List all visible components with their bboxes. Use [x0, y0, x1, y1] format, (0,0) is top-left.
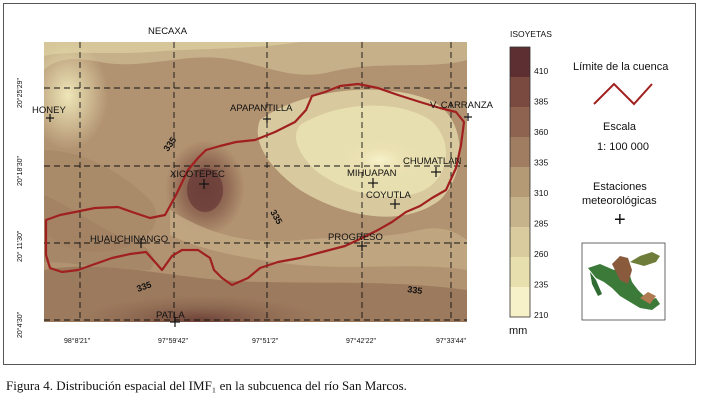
latitude-ticks: 20°25'29" 20°18'30" 20° 11'30" 20°4'30" [16, 78, 24, 338]
legend-value-label: 335 [534, 158, 548, 168]
basin-limit-symbol [593, 82, 653, 106]
isoline-label: 335 [407, 284, 423, 296]
longitude-ticks: 98°8'21" 97°59'42" 97°51'2" 97°42'22" 97… [64, 337, 466, 345]
stations-title-line1: Estaciones [593, 181, 647, 193]
legend-value-label: 385 [534, 97, 548, 107]
legend-swatch [510, 107, 530, 138]
legend-value-label: 260 [534, 249, 548, 259]
lat-tick: 20°4'30" [16, 311, 24, 338]
legend-title: ISOYETAS [510, 29, 552, 39]
station-markers [46, 113, 472, 327]
legend-value-labels: 410 385 360 335 310 285 260 235 210 [534, 66, 548, 320]
figure-caption: Figura 4. Distribución espacial del IMF₁… [6, 378, 407, 393]
figure-frame [3, 3, 696, 365]
legend-swatch [510, 287, 530, 318]
lon-tick: 97°42'22" [346, 337, 376, 345]
side-panel: Límite de la cuenca Escala 1: 100 000 Es… [573, 61, 669, 321]
station-label-apapantilla: APAPANTILLA [230, 103, 293, 114]
scale-value: 1: 100 000 [597, 141, 649, 153]
legend-value-label: 285 [534, 219, 548, 229]
legend-swatch [510, 77, 530, 108]
legend-value-label: 210 [534, 310, 548, 320]
legend-color-bar [510, 47, 530, 318]
station-label-huauchinango: HUAUCHINANGO [90, 234, 168, 245]
lat-tick: 20°25'29" [16, 78, 24, 108]
stations-title-line2: meteorológicas [582, 195, 657, 207]
legend-swatch [510, 257, 530, 288]
station-symbol: + [614, 209, 626, 231]
legend-value-label: 310 [534, 188, 548, 198]
lon-tick: 97°51'2" [252, 337, 279, 345]
legend-swatch [510, 167, 530, 198]
station-label-honey: HONEY [32, 105, 66, 116]
isoline-label: 335 [135, 279, 153, 294]
lon-tick: 97°33'44" [436, 337, 466, 345]
legend-unit: mm [509, 325, 527, 337]
legend-swatch [510, 137, 530, 168]
station-label-chumatlan: CHUMATLAN [403, 156, 462, 167]
coordinate-grid [44, 42, 467, 322]
legend-value-label: 410 [534, 66, 548, 76]
legend-value-label: 235 [534, 280, 548, 290]
station-label-xicotepec: XICOTEPEC [170, 169, 225, 180]
station-labels: NECAXA HONEY APAPANTILLA V. CARRANZA XIC… [32, 26, 494, 321]
basin-boundary [44, 82, 466, 287]
lat-tick: 20° 11'30" [16, 230, 24, 262]
legend-value-label: 360 [534, 127, 548, 137]
legend-swatch [510, 227, 530, 258]
lon-tick: 98°8'21" [64, 337, 91, 345]
map-figure: 335 335 335 335 NECAXA HONEY APAPANTILLA… [16, 26, 669, 345]
mexico-locator-map [581, 242, 666, 321]
lon-tick: 97°59'42" [158, 337, 188, 345]
station-label-progreso: PROGRESO [328, 232, 383, 243]
scale-title: Escala [603, 121, 637, 133]
station-label-necaxa: NECAXA [148, 26, 188, 37]
isoyetas-legend: ISOYETAS 410 385 360 335 310 285 260 235 210 mm [509, 29, 552, 337]
legend-swatch [510, 47, 530, 78]
station-label-v-carranza: V. CARRANZA [430, 100, 494, 111]
legend-swatch [510, 197, 530, 228]
lat-tick: 20°18'30" [16, 156, 24, 186]
basin-limit-title: Límite de la cuenca [573, 61, 669, 73]
station-label-mihuapan: MIHUAPAN [347, 168, 397, 179]
station-label-coyutla: COYUTLA [366, 190, 412, 201]
station-label-patla: PATLA [156, 310, 185, 321]
